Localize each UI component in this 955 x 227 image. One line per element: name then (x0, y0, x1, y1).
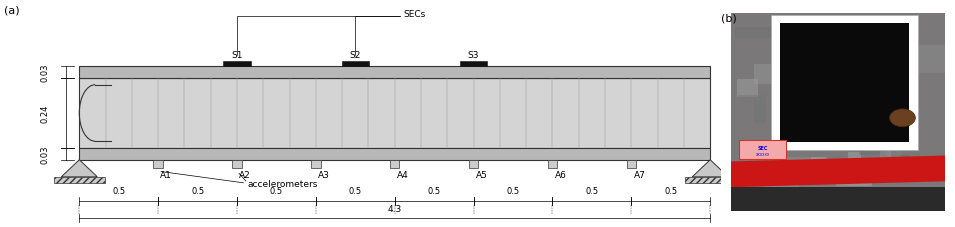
Bar (848, 152, 860, 181)
Bar (793, 104, 826, 119)
Bar (780, 24, 909, 142)
Text: XXXXXX: XXXXXX (755, 152, 770, 156)
Bar (739, 140, 787, 160)
Bar (806, 148, 843, 163)
Text: 0.03: 0.03 (40, 145, 50, 164)
Bar (736, 80, 757, 98)
Bar (390, 160, 399, 169)
Bar (826, 112, 851, 118)
Bar (787, 157, 827, 183)
Text: S3: S3 (468, 51, 479, 60)
Polygon shape (692, 160, 729, 177)
Text: 0.5: 0.5 (428, 186, 441, 195)
Text: A2: A2 (239, 170, 251, 179)
Bar (898, 93, 919, 100)
Bar (223, 62, 251, 67)
Bar (836, 178, 872, 186)
Text: (a): (a) (4, 6, 19, 16)
Bar (880, 151, 891, 176)
Bar (766, 141, 794, 157)
Bar (909, 188, 926, 195)
Text: 0.5: 0.5 (665, 186, 677, 195)
Bar (778, 127, 814, 138)
Bar (754, 96, 766, 123)
Text: A7: A7 (633, 170, 646, 179)
Text: 0.5: 0.5 (349, 186, 362, 195)
Bar (899, 41, 916, 68)
Bar (342, 62, 369, 67)
Text: 0.5: 0.5 (270, 186, 283, 195)
Bar (918, 46, 955, 73)
Text: 0.24: 0.24 (40, 104, 50, 123)
Bar (79, 67, 711, 78)
Text: 0.5: 0.5 (506, 186, 520, 195)
Bar (812, 158, 826, 172)
Bar (460, 62, 487, 67)
Bar (887, 135, 901, 157)
Text: 0.5: 0.5 (191, 186, 204, 195)
Bar (734, 28, 773, 39)
Text: A4: A4 (397, 170, 409, 179)
Text: A6: A6 (555, 170, 566, 179)
Bar (54, 177, 104, 183)
Ellipse shape (889, 109, 916, 127)
Bar (753, 65, 789, 84)
Bar (626, 160, 636, 169)
Polygon shape (731, 156, 945, 188)
Text: 0.5: 0.5 (112, 186, 125, 195)
Bar (79, 78, 711, 149)
Bar (737, 96, 765, 103)
Bar (469, 160, 478, 169)
Bar (794, 54, 825, 81)
Bar (548, 160, 557, 169)
Bar (761, 181, 799, 201)
Text: SEC: SEC (757, 146, 768, 151)
Bar (917, 153, 944, 166)
Text: accelerometers: accelerometers (248, 179, 318, 188)
Text: (b): (b) (721, 13, 736, 23)
Bar (772, 16, 918, 150)
Text: S1: S1 (231, 51, 243, 60)
Bar (685, 177, 735, 183)
Text: A3: A3 (318, 170, 329, 179)
Bar (79, 149, 711, 160)
Bar (311, 160, 321, 169)
Bar (882, 156, 910, 176)
Text: A5: A5 (476, 170, 488, 179)
Bar (803, 22, 838, 42)
Bar (813, 60, 852, 66)
Text: S2: S2 (350, 51, 361, 60)
Bar (232, 160, 242, 169)
Text: SECs: SECs (404, 10, 426, 19)
Bar (872, 60, 884, 74)
Text: 0.5: 0.5 (585, 186, 599, 195)
Text: 4.3: 4.3 (388, 205, 402, 213)
Bar (849, 172, 869, 186)
Bar (154, 160, 163, 169)
Polygon shape (61, 160, 97, 177)
Text: 0.03: 0.03 (40, 63, 50, 82)
Bar (887, 43, 907, 52)
Bar (859, 137, 886, 156)
Text: A1: A1 (160, 170, 172, 179)
Bar (731, 188, 945, 211)
